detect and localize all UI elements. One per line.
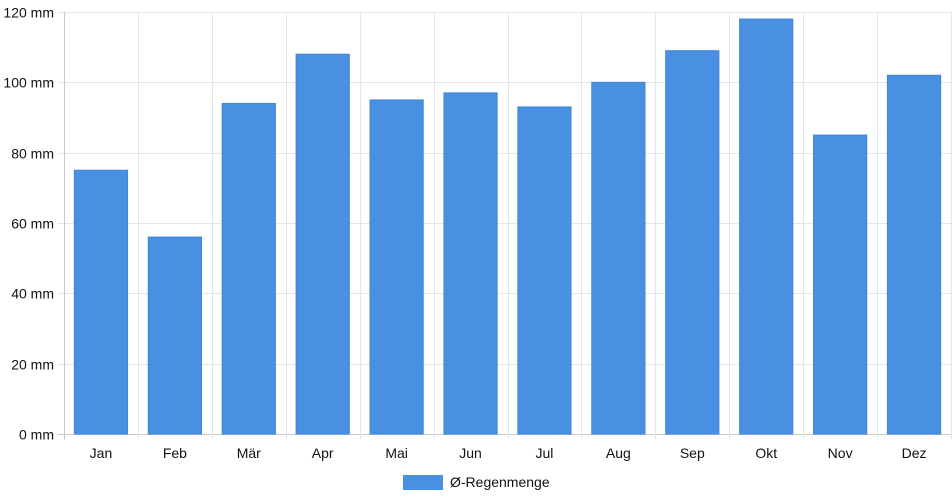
- x-tick-label: Okt: [755, 445, 777, 461]
- x-tick-label: Feb: [163, 445, 187, 461]
- bars-layer: [73, 18, 942, 435]
- x-tick-label: Mai: [385, 445, 408, 461]
- legend-swatch[interactable]: [403, 475, 443, 490]
- y-tick-label: 120 mm: [3, 5, 54, 21]
- x-tick-label: Jul: [536, 445, 554, 461]
- x-tick-label: Aug: [606, 445, 631, 461]
- bar-apr[interactable]: [295, 53, 350, 435]
- x-tick-label: Jan: [90, 445, 113, 461]
- x-tick-label: Nov: [828, 445, 853, 461]
- y-tick-label: 100 mm: [3, 75, 54, 91]
- bar-sep[interactable]: [665, 50, 720, 435]
- bar-nov[interactable]: [813, 134, 868, 435]
- bar-okt[interactable]: [739, 18, 794, 435]
- x-tick-label: Sep: [680, 445, 705, 461]
- x-tick-label: Apr: [312, 445, 334, 461]
- x-tick-label: Jun: [459, 445, 482, 461]
- y-tick-label: 20 mm: [11, 357, 54, 373]
- bar-mär[interactable]: [221, 102, 276, 435]
- bar-jul[interactable]: [517, 106, 572, 435]
- x-tick-label: Mär: [237, 445, 261, 461]
- bar-jun[interactable]: [443, 92, 498, 435]
- axis-layer: 0 mm 20 mm 40 mm 60 mm 80 mm 100 mm 120 mm Jan F…: [3, 5, 926, 462]
- bar-feb[interactable]: [147, 236, 202, 435]
- bar-mai[interactable]: [369, 99, 424, 435]
- legend[interactable]: Ø-Regenmenge: [403, 474, 550, 490]
- y-tick-label: 40 mm: [11, 286, 54, 302]
- bar-dez[interactable]: [886, 74, 942, 435]
- y-tick-label: 80 mm: [11, 146, 54, 162]
- y-tick-label: 0 mm: [19, 427, 54, 443]
- grid-layer: [58, 12, 952, 440]
- bar-aug[interactable]: [591, 81, 646, 435]
- x-tick-label: Dez: [902, 445, 927, 461]
- y-tick-label: 60 mm: [11, 216, 54, 232]
- legend-label[interactable]: Ø-Regenmenge: [450, 474, 550, 490]
- bar-jan[interactable]: [73, 169, 129, 435]
